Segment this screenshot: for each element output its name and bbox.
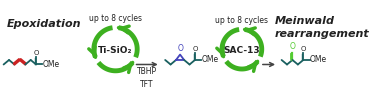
Text: OMe: OMe	[201, 55, 218, 64]
Text: TBHP
TFT: TBHP TFT	[137, 67, 157, 89]
Text: SAC-13: SAC-13	[223, 46, 260, 55]
Text: O: O	[33, 50, 39, 56]
Text: O: O	[301, 46, 306, 52]
Text: Meinwald
rearrangement: Meinwald rearrangement	[274, 16, 369, 39]
Text: O: O	[290, 42, 295, 51]
Text: Epoxidation: Epoxidation	[7, 19, 82, 29]
Text: Ti-SiO₂: Ti-SiO₂	[98, 46, 133, 55]
Text: up to 8 cycles: up to 8 cycles	[215, 16, 268, 25]
Text: O: O	[192, 46, 198, 52]
Text: OMe: OMe	[42, 60, 60, 69]
Text: O: O	[177, 44, 183, 53]
Text: OMe: OMe	[310, 55, 327, 64]
Text: up to 8 cycles: up to 8 cycles	[89, 14, 142, 23]
